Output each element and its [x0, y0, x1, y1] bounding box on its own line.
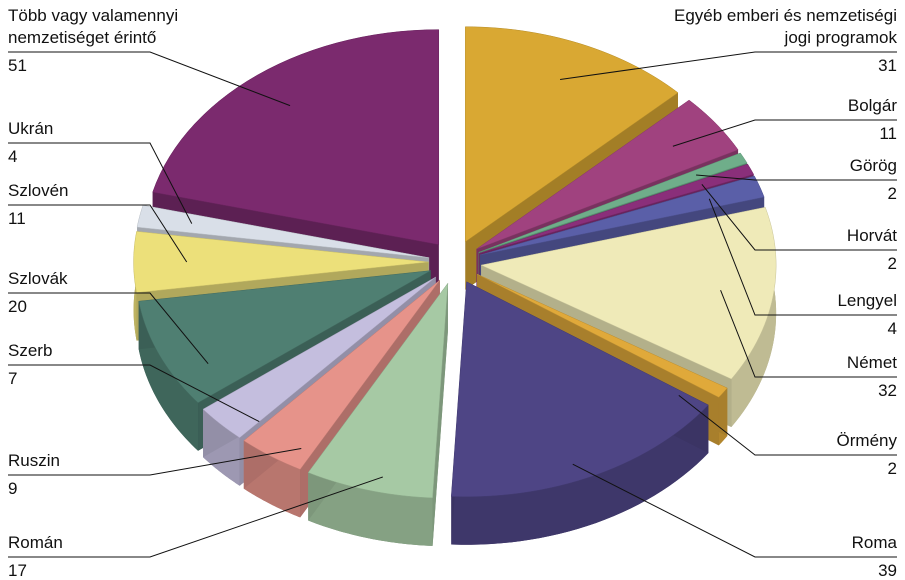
leader-line [8, 476, 383, 558]
slice-label: Horvát 2 [617, 225, 897, 275]
leader-line [8, 292, 209, 364]
slice-label: Szlovák 20 [8, 268, 238, 318]
slice [243, 279, 441, 470]
slice-label: Görög 2 [617, 155, 897, 205]
slice [465, 26, 679, 243]
leader-line [678, 394, 897, 456]
leader-line [8, 142, 193, 224]
slice [138, 270, 431, 404]
leader-line [8, 448, 302, 476]
slice-rim [451, 404, 709, 545]
leader-line [701, 184, 897, 251]
slice-label: Román 17 [8, 532, 238, 580]
category-name: Horvát [846, 226, 897, 245]
category-name: Egyéb emberi és nemzetiségi jogi program… [673, 6, 897, 47]
slice-label: Bolgár 11 [617, 95, 897, 145]
category-name: Ruszin [8, 451, 60, 470]
value-label: 7 [8, 369, 18, 388]
value-label: 11 [879, 124, 897, 143]
slice [307, 282, 449, 499]
leader-line [8, 204, 188, 263]
leader-line [720, 290, 897, 378]
slice [451, 281, 709, 497]
slice [476, 99, 739, 250]
value-label: 9 [8, 479, 18, 498]
category-name: Görög [849, 156, 897, 175]
slice-label: Lengyel 4 [617, 290, 897, 340]
category-name: Szerb [8, 341, 53, 360]
category-name: Lengyel [837, 291, 897, 310]
category-name: Roma [851, 533, 897, 552]
slice-label: Német 32 [617, 352, 897, 402]
leader-line [572, 463, 897, 558]
category-name: Szlovák [8, 269, 68, 288]
slice-label: Egyéb emberi és nemzetiségi jogi program… [617, 5, 897, 77]
value-label: 2 [887, 184, 897, 203]
category-name: Német [846, 353, 897, 372]
category-name: Román [8, 533, 63, 552]
slice [479, 175, 765, 256]
value-label: 17 [8, 561, 27, 580]
leader-line [708, 198, 897, 316]
value-label: 2 [887, 459, 897, 478]
value-label: 39 [878, 561, 897, 580]
slice-label: Több vagy valamennyi nemzetiséget érintő… [8, 5, 238, 77]
slice [476, 273, 728, 398]
slice-rim [138, 301, 199, 451]
slice [133, 231, 429, 293]
category-name: Több vagy valamennyi nemzetiséget érintő [8, 6, 179, 47]
slice-label: Roma 39 [617, 532, 897, 580]
value-label: 4 [8, 147, 18, 166]
slice-rim [308, 472, 433, 546]
leader-line [560, 51, 897, 81]
slice-label: Ruszin 9 [8, 450, 238, 500]
slice-label: Szlovén 11 [8, 180, 238, 230]
value-label: 51 [8, 56, 27, 75]
value-label: 2 [887, 254, 897, 273]
value-label: 4 [887, 319, 897, 338]
category-name: Bolgár [847, 96, 897, 115]
leader-line [8, 364, 260, 423]
category-name: Örmény [836, 431, 897, 450]
value-label: 20 [8, 297, 27, 316]
slice-rim [731, 207, 777, 428]
slice [480, 206, 777, 380]
category-name: Szlovén [8, 181, 69, 200]
slice [202, 276, 436, 438]
value-label: 31 [878, 56, 897, 75]
leader-line [696, 174, 897, 181]
slice-wall [432, 283, 448, 546]
slice-label: Örmény 2 [617, 430, 897, 480]
leader-line [8, 51, 291, 107]
slice [152, 29, 440, 245]
value-label: 11 [8, 209, 26, 228]
slice-label: Ukrán 4 [8, 118, 238, 168]
slice [479, 163, 754, 254]
slice-label: Szerb 7 [8, 340, 238, 390]
leader-line [672, 119, 897, 147]
slice [478, 152, 748, 253]
slice [136, 204, 430, 258]
category-name: Ukrán [8, 119, 54, 138]
value-label: 32 [878, 381, 897, 400]
